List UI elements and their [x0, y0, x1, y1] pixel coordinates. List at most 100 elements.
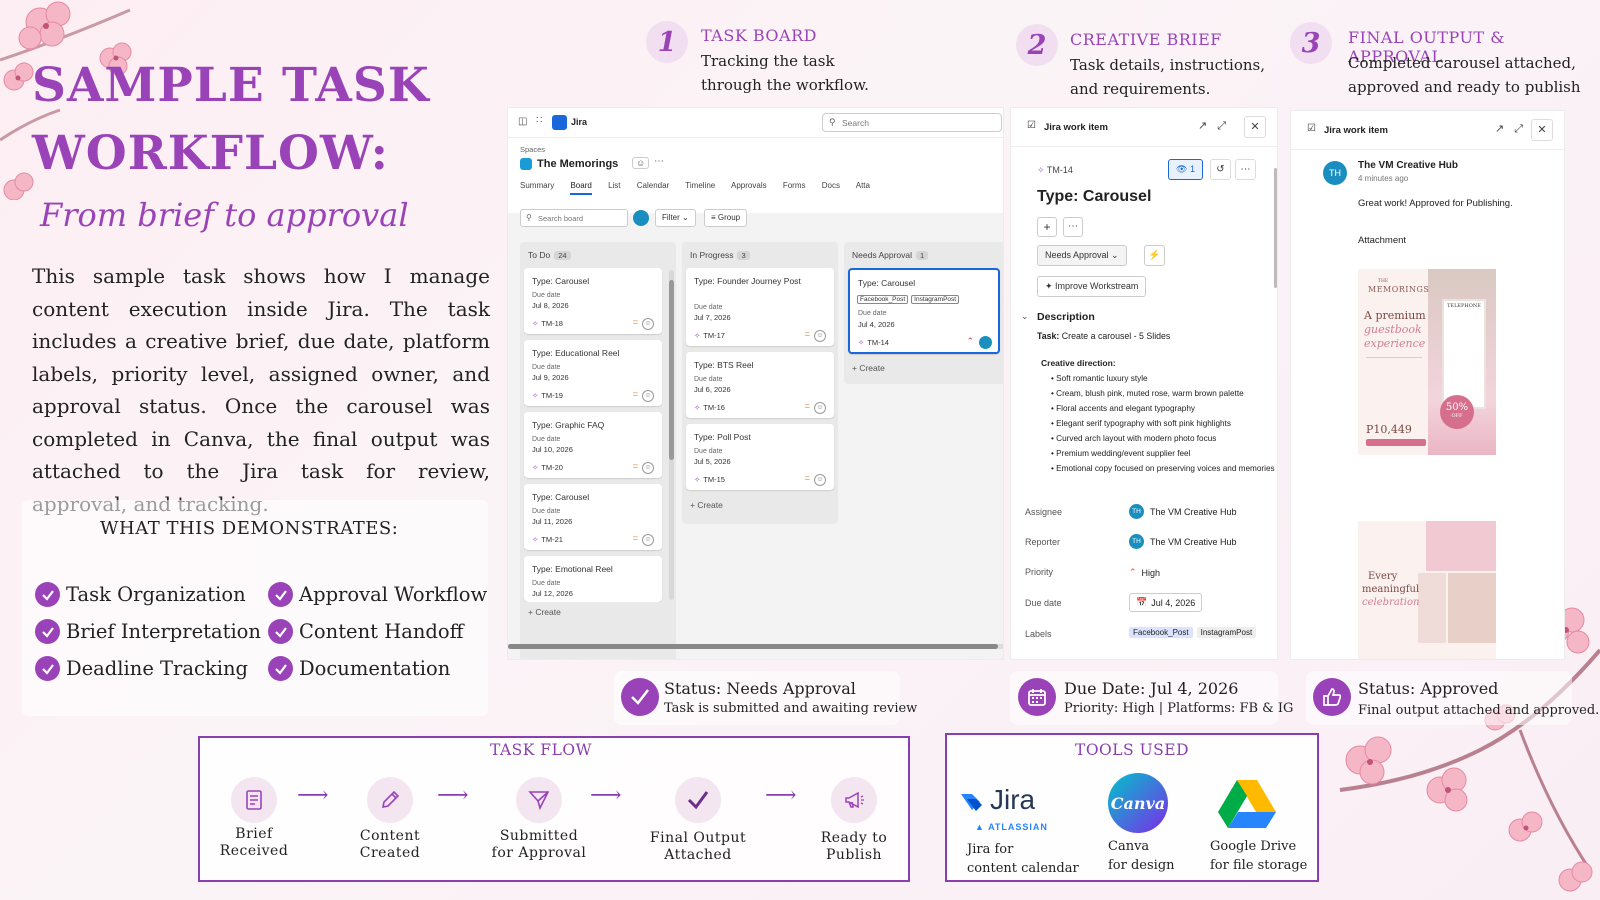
priority-high-icon: ⌃: [1129, 567, 1137, 577]
jira-caption: Jira for content calendar: [967, 842, 1079, 876]
share-icon[interactable]: ↺: [1210, 159, 1231, 180]
search-placeholder: Search: [842, 118, 869, 128]
column-header: Needs Approval 1: [852, 250, 929, 260]
slide-headline: Every: [1368, 571, 1398, 582]
avatar[interactable]: [633, 210, 649, 226]
labels-value[interactable]: Facebook_Post InstagramPost: [1129, 627, 1257, 638]
filter-button[interactable]: Filter ⌄: [655, 209, 696, 227]
demonstrates-item: Content Handoff: [268, 619, 463, 644]
task-card-selected[interactable]: Type: Carousel Facebook_Post InstagramPos…: [848, 268, 1000, 354]
checkmark-icon: [621, 678, 659, 716]
improve-workstream-button[interactable]: ✦ Improve Workstream: [1037, 276, 1147, 297]
tab-timeline[interactable]: Timeline: [685, 181, 716, 190]
create-button[interactable]: + Create: [528, 607, 561, 617]
create-button[interactable]: + Create: [852, 363, 885, 373]
tab-forms[interactable]: Forms: [782, 181, 806, 190]
work-item-title: Type: Carousel: [1037, 188, 1152, 205]
approved-title: Status: Approved: [1358, 679, 1499, 698]
tab-docs[interactable]: Docs: [821, 181, 840, 190]
slide-brand-prefix: THE: [1378, 279, 1389, 284]
card-labels: Facebook_Post InstagramPost: [857, 294, 962, 304]
carousel-slide-1-thumbnail[interactable]: TELEPHONE THE MEMORINGS A premium guestb…: [1358, 269, 1496, 455]
search-board-placeholder: Search board: [538, 214, 584, 223]
task-card[interactable]: Type: Poll Post Due date Jul 5, 2026 ✧ TM…: [686, 424, 834, 490]
task-card[interactable]: Type: BTS Reel Due date Jul 6, 2026 ✧ TM-…: [686, 352, 834, 418]
column-header: In Progress 3: [690, 250, 750, 260]
demonstrates-item: Deadline Tracking: [35, 656, 248, 681]
task-line: Task: Create a carousel - 5 Slides: [1037, 331, 1171, 341]
attachment-label: Attachment: [1358, 235, 1407, 246]
due-date-value[interactable]: 📅 Jul 4, 2026: [1129, 593, 1203, 612]
demonstrates-title: WHAT THIS DEMONSTRATES:: [100, 518, 399, 539]
work-item-icon: ☑: [1027, 120, 1036, 131]
tab-summary[interactable]: Summary: [520, 181, 555, 190]
open-external-icon[interactable]: ↗: [1495, 123, 1515, 135]
atlassian-logo-text: ▲ ATLASSIAN: [975, 822, 1048, 832]
column-header: To Do 24: [528, 250, 571, 260]
priority-medium-icon: =: [632, 389, 638, 399]
blossom-top-left-decoration: [0, 1, 132, 200]
task-card[interactable]: Type: Educational Reel Due date Jul 9, 2…: [524, 340, 662, 406]
flow-step-label: Content Created: [359, 828, 421, 861]
scrollbar[interactable]: [1274, 168, 1277, 288]
demonstrates-item: Brief Interpretation: [35, 619, 261, 644]
tab-board[interactable]: Board: [570, 181, 592, 195]
work-item-header: Jira work item: [1324, 125, 1388, 136]
status-dropdown[interactable]: Needs Approval ⌄: [1037, 245, 1127, 266]
search-board-input[interactable]: ⚲ Search board: [520, 209, 628, 227]
expand-icon[interactable]: ⤢: [1217, 120, 1237, 132]
sidebar-toggle-icon[interactable]: ◫: [518, 116, 528, 127]
check-icon: [35, 619, 60, 644]
assignee-avatar-icon: [979, 336, 992, 349]
more-icon[interactable]: ⋯: [1235, 159, 1256, 180]
project-name[interactable]: The Memorings: [537, 158, 619, 170]
close-icon[interactable]: ✕: [1244, 116, 1266, 138]
lightning-icon[interactable]: ⚡: [1144, 245, 1165, 266]
more-icon[interactable]: ⋯: [1063, 217, 1083, 237]
search-input[interactable]: ⚲ Search: [822, 113, 1002, 132]
open-external-icon[interactable]: ↗: [1198, 120, 1218, 132]
create-button[interactable]: + Create: [690, 500, 723, 510]
task-card[interactable]: Type: Emotional Reel Due date Jul 12, 20…: [524, 556, 662, 602]
step-title-1: TASK BOARD: [701, 26, 817, 45]
demonstrates-label: Content Handoff: [299, 620, 464, 643]
priority-value[interactable]: ⌃ High: [1129, 567, 1161, 578]
expand-icon[interactable]: ⤢: [1514, 123, 1534, 135]
slide-sign-text: TELEPHONE: [1447, 303, 1481, 309]
group-button[interactable]: ≡ Group: [704, 209, 748, 227]
issue-id[interactable]: ✧ TM-14: [1037, 165, 1073, 175]
collapse-chevron-icon[interactable]: ⌄: [1021, 311, 1029, 321]
approval-screen: ☑ Jira work item ↗⤢ ✕ TH The VM Creative…: [1290, 110, 1565, 660]
task-card[interactable]: Type: Carousel Due date Jul 11, 2026 ✧ TM…: [524, 484, 662, 550]
scrollbar[interactable]: [669, 270, 674, 600]
reporter-value[interactable]: TH The VM Creative Hub: [1129, 534, 1237, 549]
horizontal-scrollbar[interactable]: [508, 644, 1003, 649]
assignee-value[interactable]: TH The VM Creative Hub: [1129, 504, 1237, 519]
more-icon[interactable]: ⋯: [654, 156, 664, 167]
carousel-slide-2-thumbnail[interactable]: Every meaningful celebration: [1358, 521, 1496, 659]
add-people-icon[interactable]: ☺: [632, 157, 650, 169]
header-actions: ↗⤢: [1198, 119, 1236, 133]
priority-high-icon: ⌃: [966, 336, 974, 346]
document-icon: [231, 777, 277, 823]
step-title-3: FINAL OUTPUT & APPROVAL: [1348, 28, 1505, 66]
comment-author[interactable]: The VM Creative Hub: [1358, 160, 1459, 171]
priority-label: Priority: [1025, 567, 1054, 577]
tab-attachments[interactable]: Atta: [855, 181, 870, 190]
megaphone-icon: [831, 777, 877, 823]
assignee-avatar-icon: ☺: [642, 462, 654, 474]
tab-list[interactable]: List: [608, 181, 621, 190]
app-switcher-icon[interactable]: ∷: [536, 115, 543, 126]
watch-button[interactable]: 👁 1: [1168, 159, 1203, 180]
close-icon[interactable]: ✕: [1531, 119, 1553, 141]
tab-approvals[interactable]: Approvals: [731, 181, 767, 190]
tab-calendar[interactable]: Calendar: [636, 181, 670, 190]
brief-bullet: • Cream, blush pink, muted rose, warm br…: [1051, 389, 1244, 398]
task-card[interactable]: Type: Founder Journey Post Due date Jul …: [686, 268, 834, 346]
description-heading: Description: [1037, 311, 1095, 323]
task-card[interactable]: Type: Graphic FAQ Due date Jul 10, 2026 …: [524, 412, 662, 478]
task-card[interactable]: Type: Carousel Due date Jul 8, 2026 ✧ TM-…: [524, 268, 662, 334]
comment-time: 4 minutes ago: [1358, 174, 1409, 183]
avatar[interactable]: TH: [1323, 161, 1347, 185]
add-icon[interactable]: +: [1037, 217, 1057, 237]
